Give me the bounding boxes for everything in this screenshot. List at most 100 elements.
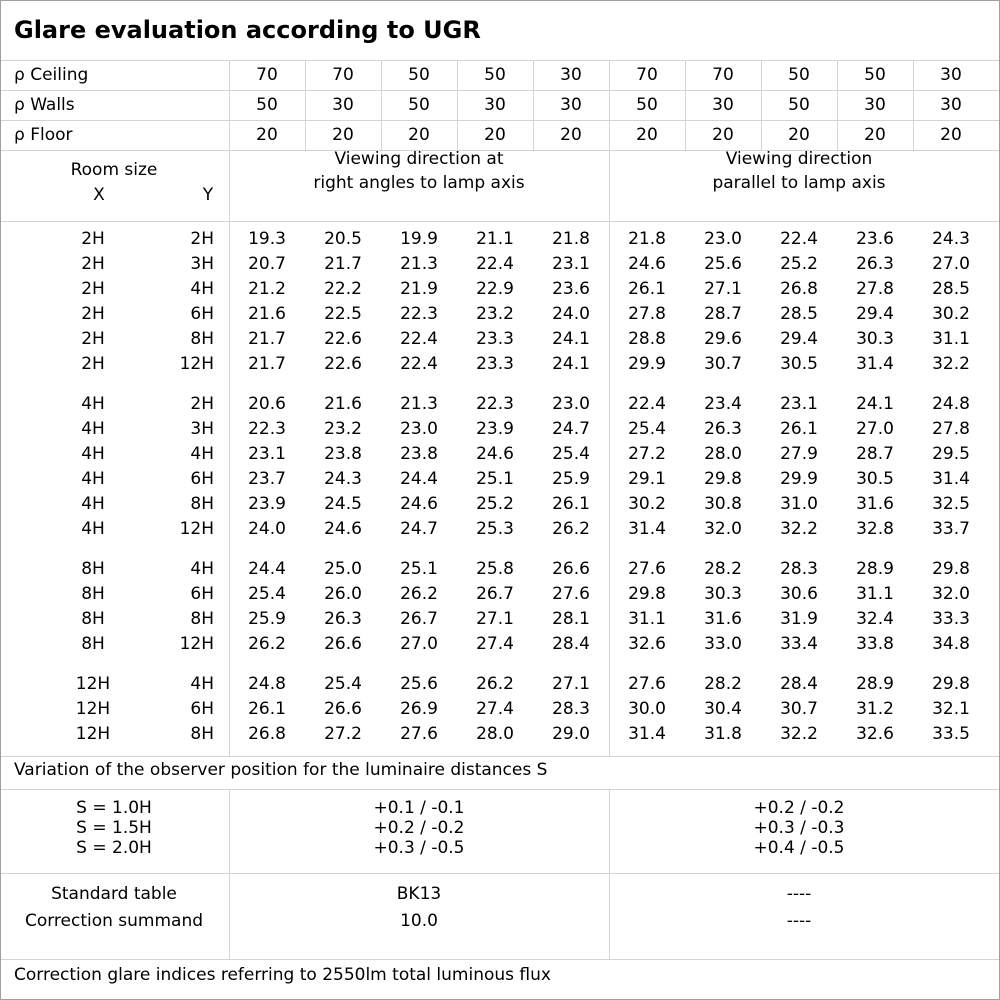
ugr-value: 31.4 xyxy=(932,469,970,489)
row-divider xyxy=(1,150,999,151)
reflectance-label: ρ Ceiling xyxy=(14,65,89,85)
ugr-value: 22.4 xyxy=(780,229,818,249)
reflectance-value: 20 xyxy=(332,125,354,145)
ugr-value: 27.6 xyxy=(628,559,666,579)
ugr-value: 21.3 xyxy=(400,394,438,414)
ugr-value: 24.3 xyxy=(324,469,362,489)
ugr-value: 24.1 xyxy=(552,329,590,349)
ugr-value: 21.7 xyxy=(248,354,286,374)
room-size-x: X xyxy=(93,185,105,205)
ugr-value: 21.6 xyxy=(324,394,362,414)
reflectance-value: 30 xyxy=(560,95,582,115)
room-x: 4H xyxy=(81,519,105,539)
room-x: 2H xyxy=(81,304,105,324)
variation-title: Variation of the observer position for t… xyxy=(14,760,548,780)
variation-parallel: +0.2 / -0.2 xyxy=(753,798,845,818)
ugr-value: 26.8 xyxy=(780,279,818,299)
ugr-value: 26.6 xyxy=(324,699,362,719)
ugr-value: 22.4 xyxy=(476,254,514,274)
variation-perpendicular: +0.2 / -0.2 xyxy=(373,818,465,838)
ugr-value: 25.2 xyxy=(476,494,514,514)
ugr-value: 30.7 xyxy=(780,699,818,719)
standard-label: Correction summand xyxy=(24,911,204,931)
ugr-value: 19.3 xyxy=(248,229,286,249)
ugr-value: 26.3 xyxy=(704,419,742,439)
ugr-value: 27.1 xyxy=(552,674,590,694)
ugr-value: 30.3 xyxy=(856,329,894,349)
ugr-value: 29.4 xyxy=(856,304,894,324)
standard-perpendicular: 10.0 xyxy=(400,911,438,931)
ugr-value: 24.6 xyxy=(324,519,362,539)
ugr-value: 33.8 xyxy=(856,634,894,654)
room-x: 2H xyxy=(81,329,105,349)
ugr-value: 30.5 xyxy=(856,469,894,489)
ugr-value: 29.4 xyxy=(780,329,818,349)
column-divider xyxy=(685,60,686,150)
ugr-value: 31.0 xyxy=(780,494,818,514)
ugr-value: 30.4 xyxy=(704,699,742,719)
reflectance-label: ρ Floor xyxy=(14,125,73,145)
ugr-value: 23.8 xyxy=(324,444,362,464)
ugr-value: 32.0 xyxy=(932,584,970,604)
standard-parallel: ---- xyxy=(786,884,812,904)
ugr-value: 29.8 xyxy=(932,674,970,694)
ugr-value: 27.0 xyxy=(856,419,894,439)
ugr-value: 28.0 xyxy=(476,724,514,744)
column-divider xyxy=(761,60,762,150)
ugr-value: 21.6 xyxy=(248,304,286,324)
room-x: 4H xyxy=(81,494,105,514)
ugr-value: 27.1 xyxy=(704,279,742,299)
ugr-value: 21.7 xyxy=(324,254,362,274)
ugr-value: 23.0 xyxy=(704,229,742,249)
ugr-value: 22.4 xyxy=(400,354,438,374)
ugr-value: 21.1 xyxy=(476,229,514,249)
ugr-value: 22.3 xyxy=(400,304,438,324)
standard-label: Standard table xyxy=(51,884,177,904)
ugr-value: 25.1 xyxy=(476,469,514,489)
ugr-value: 32.2 xyxy=(780,519,818,539)
ugr-value: 25.9 xyxy=(248,609,286,629)
ugr-value: 28.0 xyxy=(704,444,742,464)
ugr-value: 31.4 xyxy=(628,519,666,539)
ugr-value: 32.4 xyxy=(856,609,894,629)
ugr-value: 24.0 xyxy=(248,519,286,539)
ugr-value: 27.4 xyxy=(476,699,514,719)
ugr-value: 33.4 xyxy=(780,634,818,654)
ugr-value: 22.3 xyxy=(248,419,286,439)
ugr-value: 24.8 xyxy=(932,394,970,414)
ugr-value: 25.8 xyxy=(476,559,514,579)
ugr-value: 25.2 xyxy=(780,254,818,274)
row-divider xyxy=(1,756,999,757)
ugr-value: 32.0 xyxy=(704,519,742,539)
ugr-value: 20.6 xyxy=(248,394,286,414)
ugr-value: 24.3 xyxy=(932,229,970,249)
ugr-value: 27.1 xyxy=(476,609,514,629)
ugr-value: 23.3 xyxy=(476,354,514,374)
ugr-value: 23.6 xyxy=(552,279,590,299)
reflectance-value: 50 xyxy=(636,95,658,115)
column-divider xyxy=(533,60,534,150)
ugr-value: 23.0 xyxy=(400,419,438,439)
reflectance-value: 70 xyxy=(332,65,354,85)
ugr-value: 23.3 xyxy=(476,329,514,349)
ugr-value: 22.4 xyxy=(628,394,666,414)
reflectance-value: 30 xyxy=(940,95,962,115)
reflectance-value: 50 xyxy=(408,95,430,115)
row-divider xyxy=(1,789,999,790)
room-x: 8H xyxy=(81,609,105,629)
ugr-value: 31.6 xyxy=(856,494,894,514)
ugr-value: 24.6 xyxy=(628,254,666,274)
ugr-value: 27.4 xyxy=(476,634,514,654)
variation-perpendicular: +0.3 / -0.5 xyxy=(373,838,465,858)
ugr-value: 32.1 xyxy=(932,699,970,719)
reflectance-value: 30 xyxy=(484,95,506,115)
ugr-value: 28.9 xyxy=(856,674,894,694)
ugr-value: 25.3 xyxy=(476,519,514,539)
ugr-value: 26.9 xyxy=(400,699,438,719)
column-divider xyxy=(837,60,838,150)
ugr-value: 23.1 xyxy=(780,394,818,414)
ugr-value: 28.4 xyxy=(780,674,818,694)
variation-label: S = 1.5H xyxy=(76,818,152,838)
column-divider xyxy=(381,60,382,150)
ugr-value: 27.2 xyxy=(628,444,666,464)
